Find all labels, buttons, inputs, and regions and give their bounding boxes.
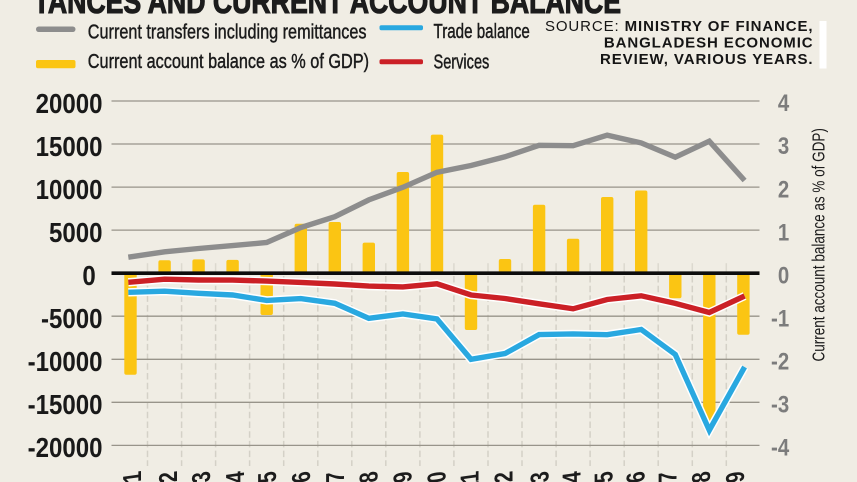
svg-text:-20000: -20000	[28, 434, 103, 464]
svg-text:2003-04: 2003-04	[221, 470, 250, 482]
svg-text:2015-16: 2015-16	[621, 470, 650, 482]
svg-text:Trade balance: Trade balance	[434, 20, 530, 43]
svg-text:0: 0	[82, 262, 95, 292]
svg-text:3: 3	[778, 133, 789, 160]
svg-text:5000: 5000	[49, 218, 103, 248]
svg-text:2002-03: 2002-03	[187, 470, 216, 482]
svg-text:2014-15: 2014-15	[589, 470, 618, 482]
svg-text:2: 2	[778, 176, 789, 203]
svg-text:2000-01: 2000-01	[118, 470, 147, 482]
svg-text:Services: Services	[434, 50, 490, 73]
svg-text:-2: -2	[771, 348, 789, 375]
svg-text:2016-17: 2016-17	[653, 470, 682, 482]
svg-text:2006-07: 2006-07	[321, 470, 350, 482]
svg-text:4: 4	[778, 90, 790, 117]
svg-text:2008-09: 2008-09	[388, 470, 417, 482]
svg-text:2018-19: 2018-19	[721, 470, 750, 482]
svg-text:2007-08: 2007-08	[354, 470, 383, 482]
svg-text:Current account balance as % o: Current account balance as % of GDP)	[88, 49, 369, 72]
svg-text:-15000: -15000	[28, 391, 103, 421]
svg-text:2009-10: 2009-10	[422, 470, 451, 482]
svg-text:1: 1	[778, 219, 789, 246]
svg-text:10000: 10000	[36, 175, 103, 205]
svg-text:15000: 15000	[36, 132, 103, 162]
svg-text:2001-02: 2001-02	[154, 470, 183, 482]
svg-text:2005-06: 2005-06	[287, 470, 316, 482]
svg-text:Current transfers including re: Current transfers including remittances	[88, 20, 367, 43]
svg-text:REVIEW, VARIOUS YEARS.: REVIEW, VARIOUS YEARS.	[600, 51, 813, 68]
svg-text:2011-12: 2011-12	[489, 470, 518, 482]
svg-text:2013-14: 2013-14	[557, 470, 586, 482]
svg-text:0: 0	[778, 262, 789, 289]
svg-text:SOURCE: MINISTRY OF FINANCE,: SOURCE: MINISTRY OF FINANCE,	[545, 18, 814, 35]
svg-text:BANGLADESH ECONOMIC: BANGLADESH ECONOMIC	[604, 35, 814, 52]
svg-text:Current account balance as % o: Current account balance as % of GDP)	[810, 128, 829, 361]
svg-text:-3: -3	[771, 391, 789, 418]
svg-text:-1: -1	[771, 305, 789, 332]
svg-text:20000: 20000	[36, 89, 103, 119]
svg-text:2012-13: 2012-13	[525, 470, 554, 482]
svg-text:-5000: -5000	[41, 305, 103, 335]
svg-text:2004-05: 2004-05	[253, 470, 282, 482]
svg-text:-4: -4	[771, 434, 790, 461]
svg-text:TANCES AND CURRENT ACCOUNT BAL: TANCES AND CURRENT ACCOUNT BALANCE	[34, 0, 622, 21]
svg-text:2010-11: 2010-11	[455, 470, 484, 482]
svg-text:2017-18: 2017-18	[687, 470, 716, 482]
svg-text:-10000: -10000	[28, 348, 103, 378]
